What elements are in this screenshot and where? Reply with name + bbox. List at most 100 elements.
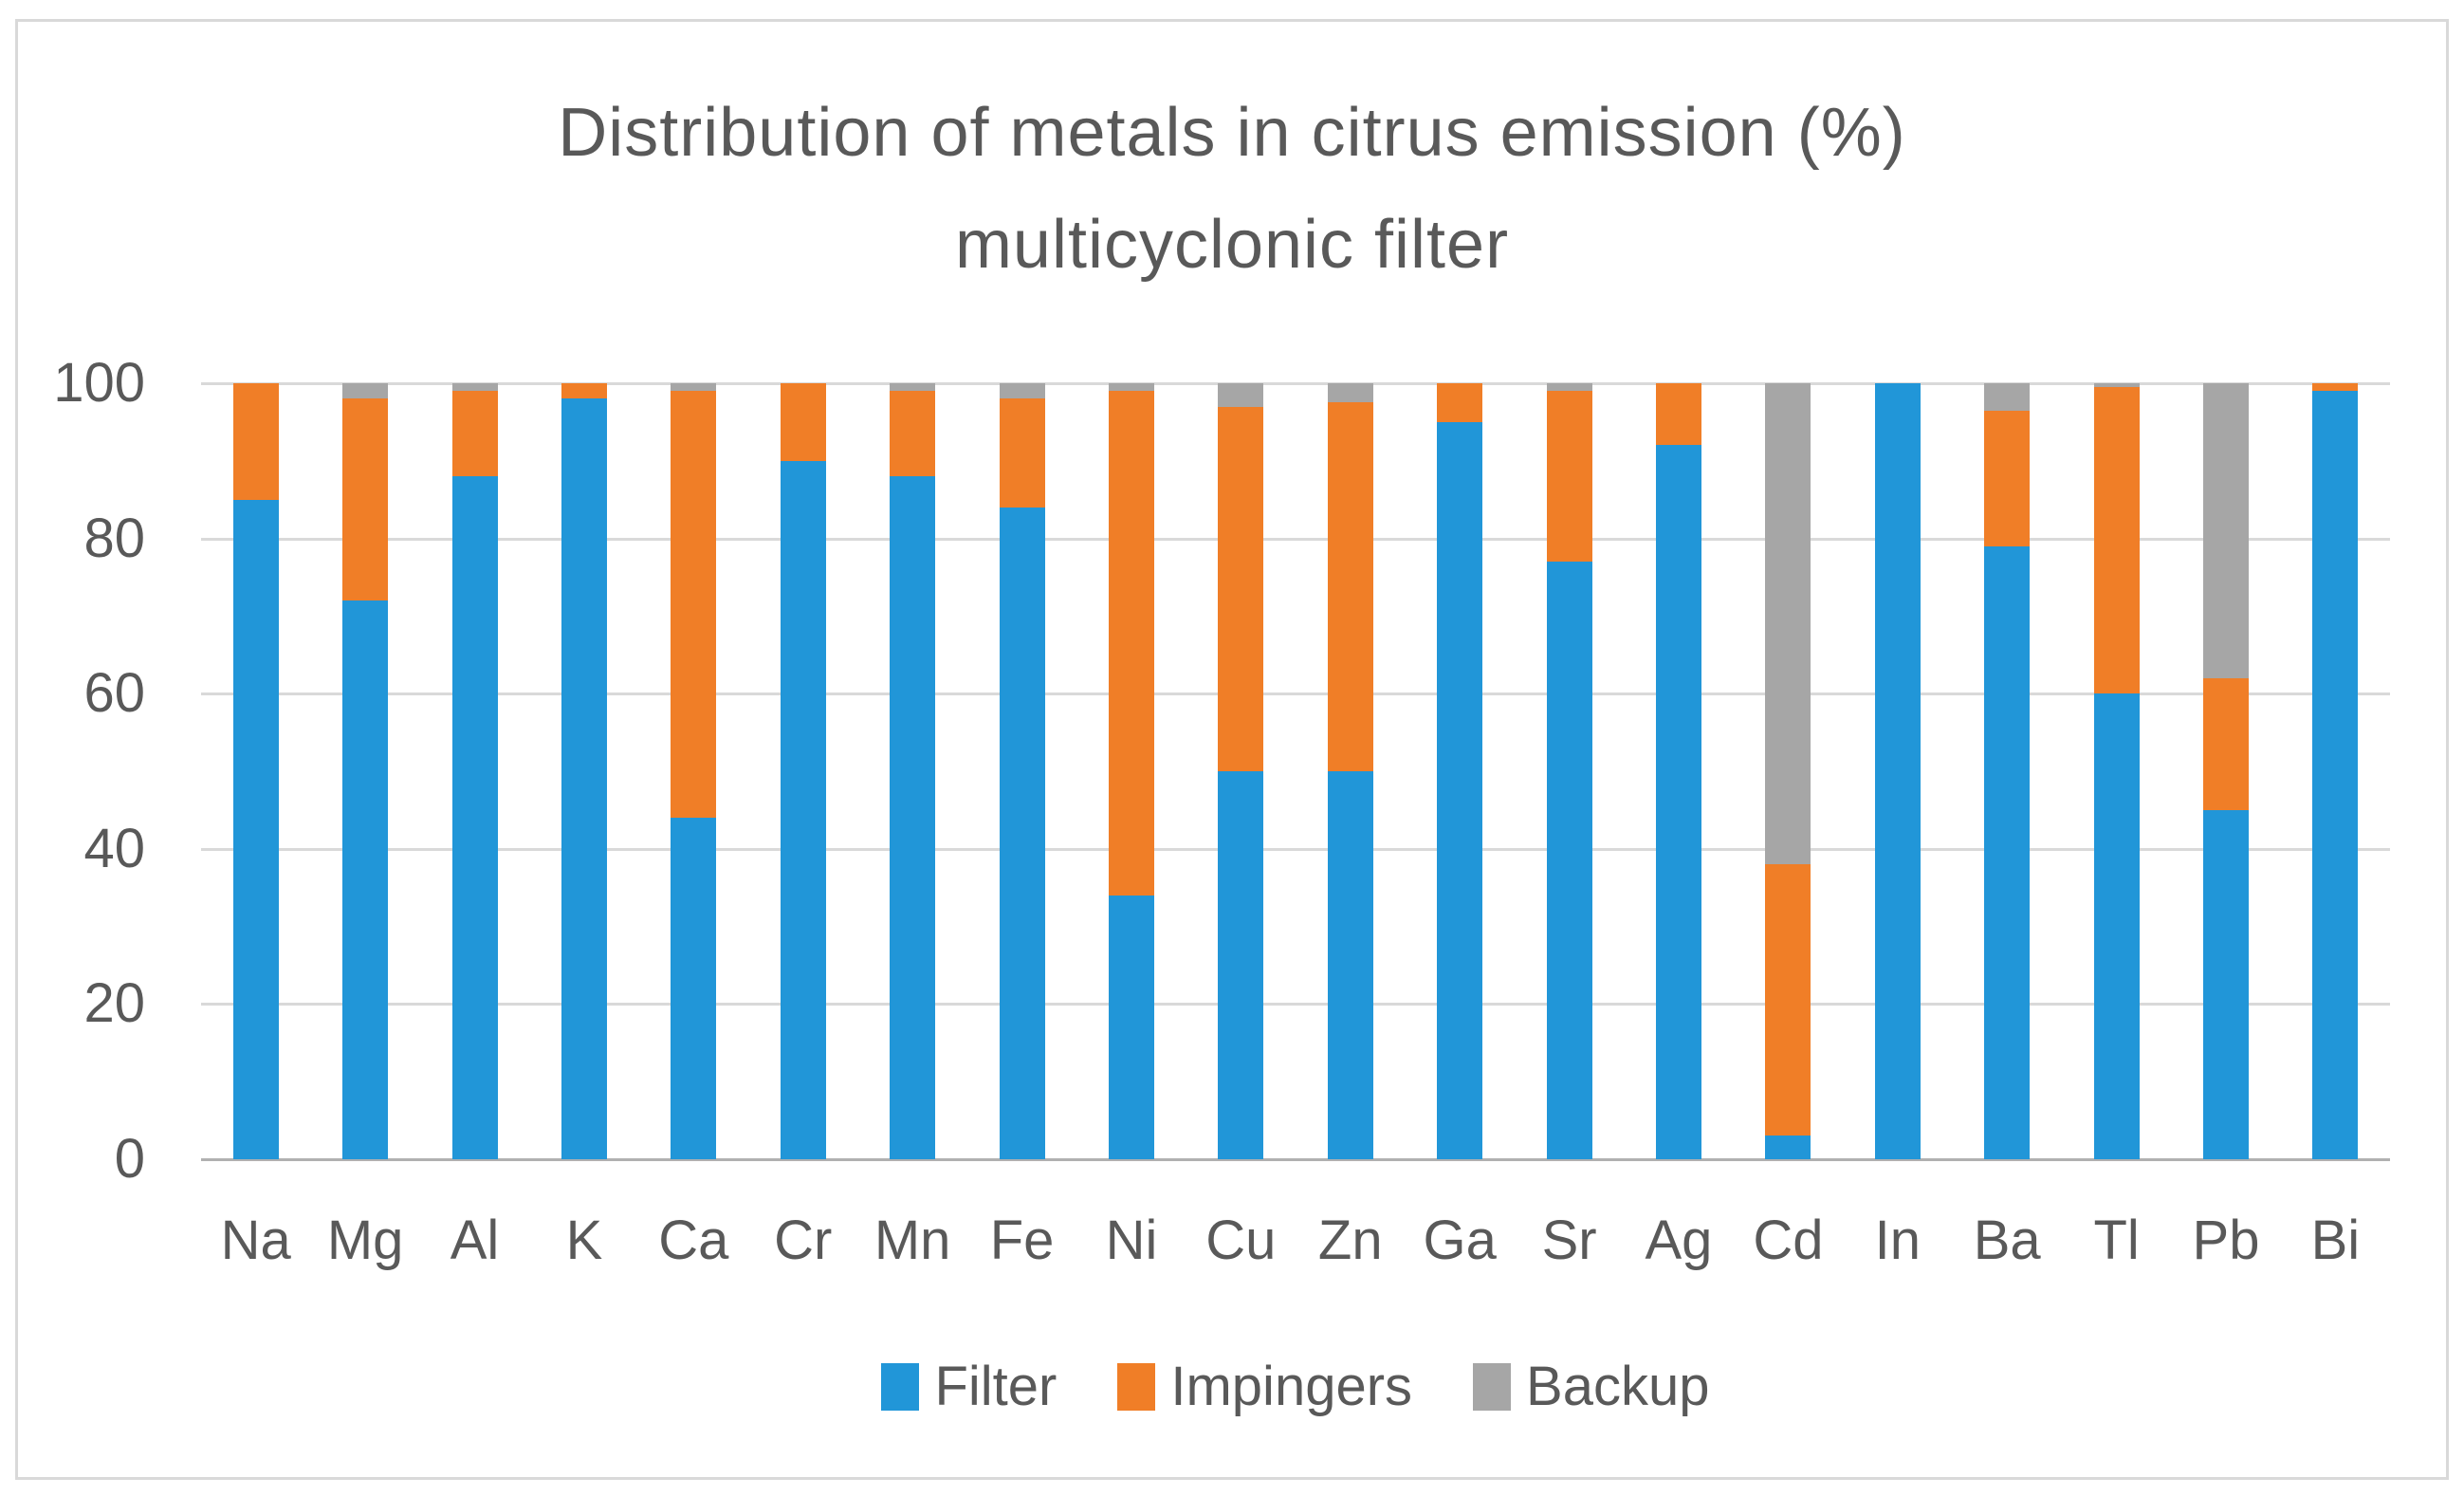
bar-segment-impingers-pb [2203,677,2250,810]
chart-title: Distribution of metals in citrus emissio… [18,77,2446,301]
bar-slot-fe [967,383,1076,1159]
bar-segment-impingers-ag [1655,383,1701,446]
bar-slot-sr [1515,383,1624,1159]
bar-bi [2312,383,2359,1159]
bar-cd [1765,383,1811,1159]
bar-segment-backup-cu [1218,383,1264,407]
bar-slot-ba [1953,383,2062,1159]
x-label-sr: Sr [1541,1210,1597,1271]
bar-segment-backup-mg [342,383,389,399]
bar-slot-na [201,383,310,1159]
bar-sr [1546,383,1592,1159]
bar-ag [1655,383,1701,1159]
bar-segment-filter-mg [342,600,389,1159]
gridline [201,382,2390,385]
x-label-cr: Cr [774,1210,833,1271]
bar-segment-filter-ga [1437,421,1483,1159]
chart-title-line-2: multicyclonic filter [954,207,1510,283]
bar-na [232,383,279,1159]
y-tick-label: 40 [83,817,145,879]
x-label-ag: Ag [1645,1210,1713,1271]
bar-segment-impingers-ba [1984,410,2031,546]
x-label-ba: Ba [1973,1210,2041,1271]
x-label-cu: Cu [1205,1210,1277,1271]
bar-segment-impingers-ni [1108,391,1154,896]
bar-tl [2093,383,2140,1159]
bar-segment-filter-zn [1327,771,1373,1159]
bar-slot-ca [639,383,748,1159]
x-label-ga: Ga [1423,1210,1497,1271]
bar-segment-impingers-sr [1546,391,1592,563]
x-label-zn: Zn [1317,1210,1383,1271]
bar-fe [999,383,1045,1159]
bar-al [451,383,498,1159]
gridline [201,1003,2390,1006]
bar-segment-filter-al [451,476,498,1159]
plot-area [201,382,2390,1161]
bar-slot-mn [857,383,966,1159]
gridline [201,538,2390,541]
bar-segment-filter-ag [1655,445,1701,1159]
bar-segment-filter-bi [2312,391,2359,1159]
bar-segment-impingers-ca [671,391,717,819]
bar-slot-pb [2171,383,2280,1159]
bar-segment-filter-cr [780,460,826,1159]
y-tick-label: 100 [53,352,145,414]
bar-slot-bi [2281,383,2390,1159]
bar-segment-backup-tl [2093,383,2140,388]
bar-ga [1437,383,1483,1159]
x-label-tl: Tl [2093,1210,2140,1271]
bar-cr [780,383,826,1159]
bar-slot-ag [1624,383,1733,1159]
bar-segment-filter-mn [890,476,936,1159]
bar-segment-filter-in [1874,383,1921,1159]
bar-slot-in [1843,383,1952,1159]
x-label-al: Al [450,1210,500,1271]
legend-swatch-backup [1473,1363,1512,1411]
bar-segment-backup-ni [1108,383,1154,392]
bar-segment-impingers-ga [1437,383,1483,422]
bar-segment-impingers-mg [342,398,389,601]
x-label-pb: Pb [2192,1210,2260,1271]
bar-segment-filter-cu [1218,771,1264,1159]
bar-segment-filter-ni [1108,895,1154,1159]
bar-segment-filter-ba [1984,545,2031,1159]
bar-segment-backup-sr [1546,383,1592,392]
chart-border-box: Distribution of metals in citrus emissio… [15,19,2449,1480]
bar-segment-filter-na [232,499,279,1159]
x-label-na: Na [220,1210,291,1271]
x-label-ni: Ni [1105,1210,1158,1271]
legend-item-backup: Backup [1473,1356,1710,1417]
bar-segment-filter-pb [2203,809,2250,1159]
bar-ca [671,383,717,1159]
bar-segment-impingers-cu [1218,406,1264,771]
bar-slot-ni [1076,383,1186,1159]
bar-segment-filter-cd [1765,1136,1811,1159]
bar-segment-backup-fe [999,383,1045,399]
bar-segment-impingers-mn [890,391,936,477]
bar-slot-cu [1186,383,1296,1159]
x-label-cd: Cd [1753,1210,1824,1271]
bar-segment-impingers-fe [999,398,1045,508]
legend-item-filter: Filter [881,1357,1057,1416]
bar-segment-backup-mn [890,383,936,392]
bar-ba [1984,383,2031,1159]
x-axis-labels: Na Mg Al K Ca Cr Mn Fe Ni Cu Zn Ga Sr Ag Cd In Ba Tl Pb Bi [201,1210,2390,1272]
bar-segment-backup-al [451,383,498,392]
legend-label-filter: Filter [934,1356,1057,1417]
bar-mn [890,383,936,1159]
gridline [201,693,2390,695]
legend-label-backup: Backup [1526,1356,1710,1417]
bar-in [1874,383,1921,1159]
bar-segment-filter-ca [671,818,717,1159]
x-label-mn: Mn [873,1210,951,1271]
bar-segment-impingers-na [232,383,279,500]
gridline [201,848,2390,851]
bar-zn [1327,383,1373,1159]
x-label-mg: Mg [326,1210,404,1271]
bar-segment-backup-ba [1984,383,2031,411]
x-label-ca: Ca [658,1210,729,1271]
x-label-in: In [1874,1210,1921,1271]
x-label-fe: Fe [989,1210,1055,1271]
